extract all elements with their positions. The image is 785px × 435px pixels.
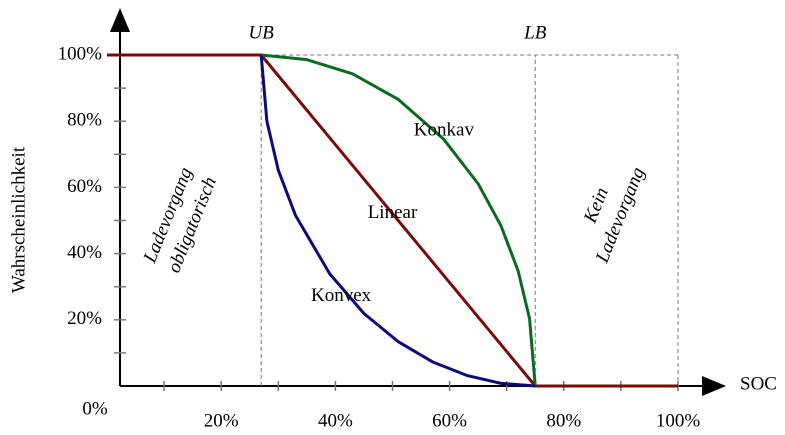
bound-label: LB [523,22,547,43]
series-label: Linear [368,202,418,223]
line-series [261,53,537,387]
x-tick-label: 60% [432,410,467,431]
bound-label: UB [249,22,275,43]
y-tick-label: 20% [67,308,102,329]
x-axis-label: SOC [740,373,777,394]
line-series [107,53,678,388]
x-tick-label: 80% [546,410,581,431]
series-label: Konvex [311,285,372,306]
line-series [259,54,536,388]
x-tick-label: 100% [656,410,701,431]
y-axis-label: Wahrscheinlichkeit [8,146,29,293]
x-tick-label: 40% [318,410,353,431]
y-tick-label: 100% [58,43,103,64]
x-tick-label: 20% [204,410,239,431]
y-tick-label: 60% [67,176,102,197]
series-label: Konkav [414,119,475,140]
y-tick-label: 80% [67,110,102,131]
y-tick-label: 40% [67,242,102,263]
x-tick-label: 0% [82,398,108,419]
